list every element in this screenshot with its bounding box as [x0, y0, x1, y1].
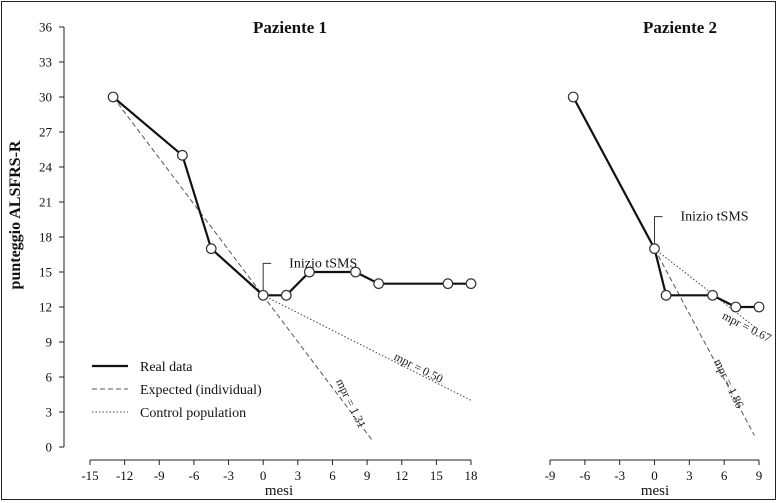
legend-label: Control population [140, 406, 246, 421]
x-axis-title: mesi [641, 483, 669, 499]
x-tick-label: -12 [116, 468, 133, 483]
real-data-point [753, 301, 765, 313]
x-tick-label: 15 [430, 468, 443, 483]
real-data-point [730, 301, 742, 313]
legend-label: Real data [140, 360, 193, 375]
panel-title: Paziente 2 [643, 18, 717, 37]
annotation-bracket [262, 262, 272, 291]
y-tick-label: 24 [39, 160, 53, 175]
y-tick-label: 12 [39, 300, 52, 315]
x-tick-label: -15 [81, 468, 98, 483]
annotation-bracket [654, 216, 663, 244]
real-data-point [257, 289, 269, 301]
control-population-line [262, 294, 472, 401]
panel-title: Paziente 1 [253, 18, 327, 37]
real-data-point [350, 266, 361, 278]
y-tick-label: 21 [39, 195, 52, 210]
real-data-point [280, 289, 292, 301]
mpr-label: mpr = 1.86 [711, 356, 747, 410]
x-tick-label: -9 [154, 468, 165, 483]
annotation-label: Inizio tSMS [289, 256, 357, 271]
real-data-point [176, 149, 188, 161]
real-data-point [442, 278, 454, 290]
real-data-point [107, 91, 119, 103]
y-tick-label: 6 [46, 370, 53, 385]
x-tick-label: 18 [465, 468, 478, 483]
x-tick-label: -6 [188, 468, 199, 483]
y-tick-label: 15 [39, 265, 52, 280]
real-data-point [660, 289, 672, 301]
real-data-point [373, 278, 385, 290]
x-tick-label: 12 [395, 468, 408, 483]
y-tick-label: 0 [46, 440, 53, 455]
y-tick-label: 36 [39, 20, 53, 35]
expected-individual-line [654, 248, 755, 436]
x-tick-label: 3 [295, 468, 302, 483]
real-data-point [567, 91, 579, 103]
x-tick-label: -9 [545, 468, 556, 483]
y-tick-label: 9 [46, 335, 53, 350]
real-data-point [465, 278, 477, 290]
x-tick-label: -6 [579, 468, 590, 483]
x-tick-label: 6 [721, 468, 728, 483]
x-tick-label: 0 [651, 468, 658, 483]
mpr-label: mpr = 0.50 [392, 349, 446, 386]
real-data-line [572, 96, 759, 309]
real-data-point [649, 243, 660, 255]
control-population-line [654, 248, 760, 331]
real-data-line [112, 96, 471, 297]
y-tick-label: 33 [39, 55, 52, 70]
real-data-point [707, 289, 718, 301]
y-tick-label: 3 [46, 405, 53, 420]
x-tick-label: 9 [364, 468, 371, 483]
y-tick-label: 27 [39, 125, 53, 140]
legend-label: Expected (individual) [140, 383, 262, 398]
x-tick-label: -3 [614, 468, 625, 483]
x-tick-label: 0 [260, 468, 267, 483]
y-tick-label: 18 [39, 230, 52, 245]
real-data-point [205, 243, 217, 255]
mpr-label: mpr = 0.67 [720, 308, 774, 345]
y-tick-label: 30 [39, 90, 52, 105]
annotation-label: Inizio tSMS [681, 210, 749, 225]
y-axis-title: punteggio ALSFRS-R [7, 140, 24, 289]
x-tick-label: 3 [686, 468, 693, 483]
x-tick-label: -3 [223, 468, 234, 483]
x-axis-title: mesi [265, 483, 293, 499]
x-tick-label: 6 [329, 468, 336, 483]
x-tick-label: 9 [756, 468, 763, 483]
real-data-point [303, 266, 315, 278]
mpr-label: mpr = 1.31 [333, 376, 369, 430]
